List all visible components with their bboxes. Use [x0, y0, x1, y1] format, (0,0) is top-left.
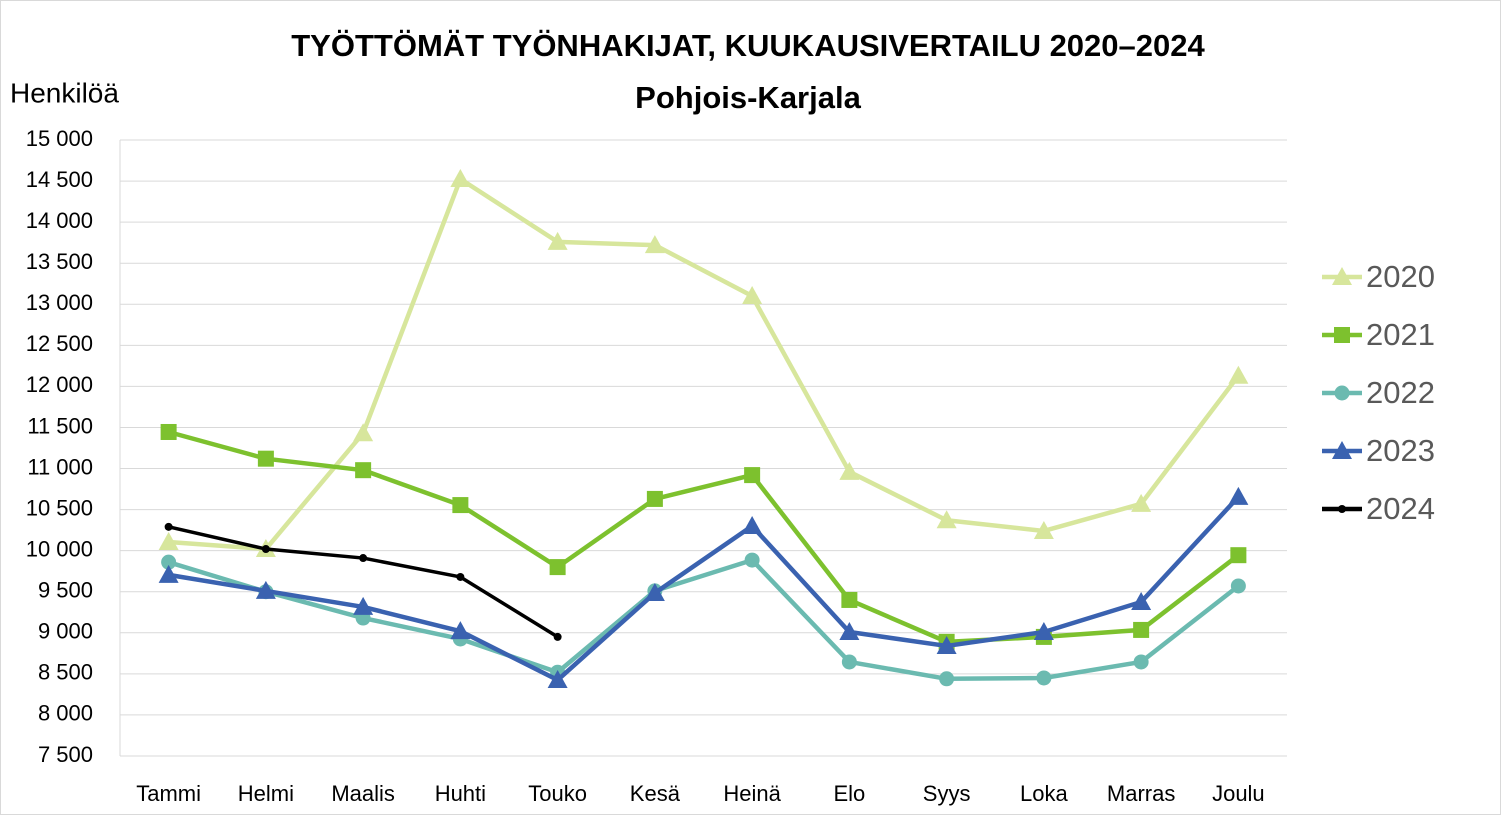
marker	[452, 497, 469, 514]
marker	[742, 516, 763, 535]
series-line	[168, 429, 1240, 645]
marker	[355, 462, 372, 479]
marker	[1131, 592, 1152, 610]
marker	[646, 490, 663, 507]
x-tick-label: Heinä	[723, 781, 781, 806]
marker	[744, 467, 761, 484]
y-tick-label: 7 500	[38, 742, 93, 767]
y-tick-label: 15 000	[26, 126, 93, 151]
y-tick-label: 13 000	[26, 290, 93, 315]
y-tick-label: 14 500	[26, 167, 93, 192]
marker	[841, 654, 857, 670]
marker	[158, 532, 179, 551]
marker	[936, 635, 957, 654]
marker	[1332, 441, 1352, 459]
y-tick-label: 11 000	[27, 454, 93, 479]
y-tick-label: 10 500	[26, 495, 93, 520]
legend-label: 2020	[1366, 259, 1435, 294]
marker	[359, 554, 368, 563]
y-tick-label: 12 500	[26, 331, 93, 356]
y-axis-label: Henkilöä	[10, 77, 119, 108]
y-tick-label: 11 500	[27, 413, 93, 438]
marker	[744, 552, 760, 568]
marker	[1334, 327, 1350, 343]
y-tick-label: 13 500	[26, 249, 93, 274]
legend-label: 2023	[1366, 433, 1435, 468]
x-tick-label: Elo	[833, 781, 865, 806]
marker	[261, 545, 270, 554]
y-tick-label: 9 000	[38, 619, 93, 644]
marker	[644, 235, 665, 254]
series-line	[168, 176, 1241, 552]
marker	[549, 559, 566, 576]
x-tick-label: Tammi	[136, 781, 201, 806]
marker	[1133, 654, 1149, 670]
x-tick-label: Loka	[1020, 781, 1068, 806]
marker	[841, 591, 858, 608]
x-tick-label: Helmi	[238, 781, 294, 806]
x-tick-label: Touko	[528, 781, 587, 806]
marker	[164, 522, 173, 531]
marker	[839, 461, 860, 480]
marker	[644, 582, 665, 601]
y-tick-label: 14 000	[26, 208, 93, 233]
marker	[1131, 493, 1152, 512]
marker	[547, 670, 568, 689]
series-line	[167, 557, 1240, 682]
marker	[353, 596, 374, 615]
marker	[936, 510, 957, 529]
legend-label: 2022	[1366, 375, 1435, 410]
marker	[353, 423, 374, 442]
y-tick-label: 8 500	[38, 660, 93, 685]
marker	[553, 632, 562, 641]
marker	[158, 564, 179, 583]
marker	[1230, 547, 1247, 564]
marker	[1133, 621, 1150, 638]
y-tick-label: 12 000	[26, 372, 93, 397]
marker	[1036, 670, 1052, 686]
x-tick-label: Huhti	[435, 781, 486, 806]
marker	[1228, 365, 1249, 384]
legend-label: 2024	[1366, 491, 1435, 526]
marker	[742, 286, 763, 305]
chart-title: TYÖTTÖMÄT TYÖNHAKIJAT, KUUKAUSIVERTAILU …	[291, 28, 1205, 63]
marker	[450, 621, 471, 640]
marker	[839, 621, 860, 640]
y-tick-label: 10 000	[26, 536, 93, 561]
series-line	[168, 495, 1241, 683]
marker	[1033, 621, 1054, 640]
chart-subtitle: Pohjois-Karjala	[635, 80, 861, 115]
marker	[257, 450, 274, 467]
legend-label: 2021	[1366, 317, 1435, 352]
y-tick-label: 9 500	[38, 578, 93, 603]
marker	[161, 554, 177, 570]
marker	[1332, 267, 1352, 285]
y-tick-label: 8 000	[38, 701, 93, 726]
marker	[939, 671, 955, 687]
marker	[1228, 486, 1249, 505]
x-tick-label: Syys	[923, 781, 971, 806]
marker	[1033, 520, 1054, 539]
marker	[450, 169, 471, 188]
x-tick-label: Maalis	[331, 781, 395, 806]
marker	[255, 580, 276, 599]
marker	[160, 423, 177, 440]
marker	[1334, 385, 1350, 401]
marker	[547, 231, 568, 250]
x-tick-label: Kesä	[630, 781, 681, 806]
marker	[1338, 505, 1346, 513]
x-tick-label: Joulu	[1212, 781, 1265, 806]
marker	[456, 572, 465, 581]
x-tick-label: Marras	[1107, 781, 1175, 806]
marker	[1230, 578, 1246, 594]
